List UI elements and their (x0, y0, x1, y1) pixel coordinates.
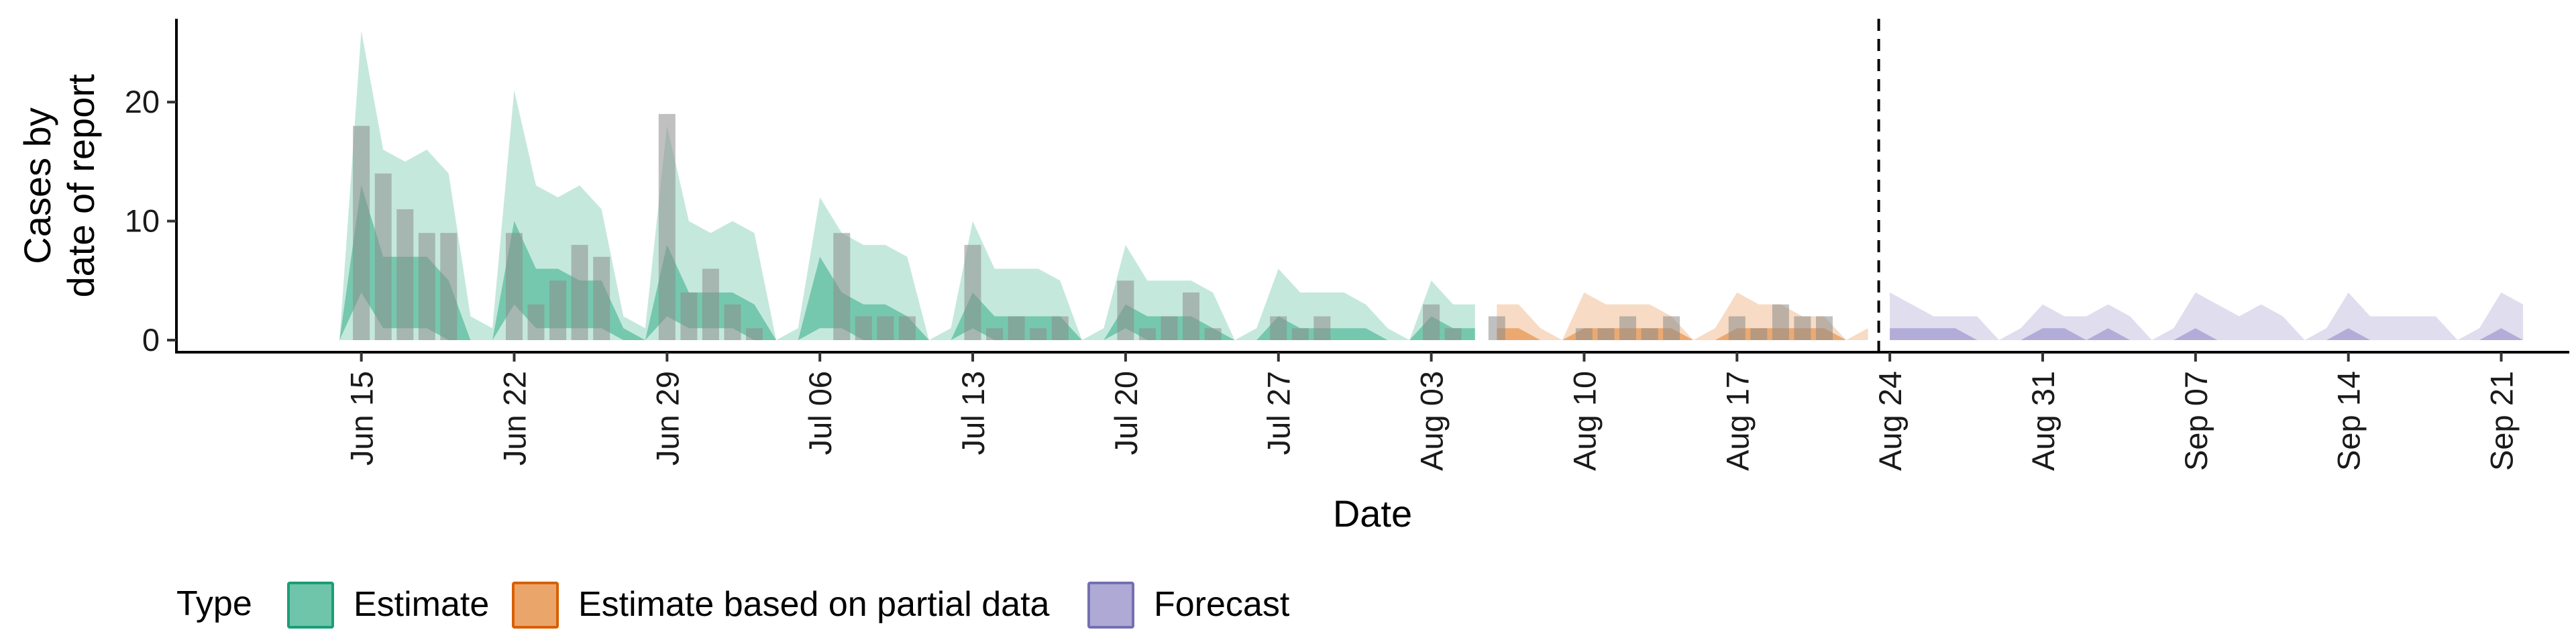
observed-case-bar (855, 316, 872, 340)
observed-case-bar (1030, 328, 1047, 340)
x-ticks: Jun 15 Jun 22 Jun 29 Jul 06 Jul 13 Jul 20 Jul … (344, 352, 2520, 471)
observed-case-bar (658, 113, 676, 340)
observed-case-bar (898, 316, 916, 340)
x-tick-label: Jul 27 (1261, 371, 1297, 455)
observed-case-bar (833, 233, 851, 340)
observed-case-bar (877, 316, 894, 340)
observed-case-bar (1750, 328, 1768, 340)
observed-case-bar (1008, 316, 1025, 340)
legend: Type Estimate Estimate based on partial d… (176, 582, 1290, 629)
observed-case-bar (680, 292, 698, 340)
observed-case-bar (1138, 328, 1156, 340)
observed-case-bar (1161, 316, 1178, 340)
y-ticks: 0 10 20 (125, 84, 176, 358)
observed-case-bar (702, 268, 719, 340)
legend-key (512, 582, 559, 629)
observed-case-bar (1444, 328, 1462, 340)
x-tick-label: Jun 29 (649, 371, 685, 466)
observed-case-bar (724, 304, 741, 340)
observed-case-bar (1575, 328, 1593, 340)
x-tick-label: Aug 03 (1414, 371, 1450, 471)
x-tick-label: Aug 31 (2025, 371, 2061, 471)
observed-case-bar (571, 245, 588, 340)
x-tick-label: Aug 17 (1719, 371, 1755, 471)
observed-case-bar (1313, 316, 1331, 340)
x-tick-label: Aug 10 (1566, 371, 1602, 471)
observed-case-bar (1794, 316, 1811, 340)
observed-case-bar (1641, 328, 1658, 340)
legend-key (1087, 582, 1134, 629)
observed-case-bar (1183, 292, 1199, 340)
observed-case-bar (1291, 328, 1309, 340)
x-tick-label: Jun 15 (344, 371, 380, 466)
legend-label: Forecast (1154, 585, 1290, 624)
x-tick-label: Jul 13 (955, 371, 991, 455)
observed-case-bar (440, 233, 458, 340)
observed-case-bar (1728, 316, 1746, 340)
observed-case-bar (986, 328, 1004, 340)
observed-case-bar (527, 304, 545, 340)
legend-label: Estimate based on partial data (578, 585, 1050, 624)
observed-case-bar (1051, 316, 1069, 340)
observed-case-bar (1816, 316, 1833, 340)
x-tick-label: Jun 22 (497, 371, 533, 466)
x-tick-label: Aug 24 (1872, 371, 1908, 471)
observed-case-bar (593, 256, 610, 340)
x-tick-label: Sep 07 (2178, 371, 2214, 471)
observed-case-bar (964, 245, 981, 340)
observed-case-bar (1772, 304, 1789, 340)
observed-case-bar (374, 173, 392, 340)
observed-case-bar (1619, 316, 1636, 340)
observed-case-bar (353, 125, 370, 340)
forecast-inner-interval (1890, 328, 2524, 340)
observed-case-bar (418, 233, 435, 340)
x-tick-label: Sep 21 (2484, 371, 2520, 471)
x-tick-label: Jul 20 (1108, 371, 1144, 455)
legend-key (287, 582, 334, 629)
observed-case-bar (1270, 316, 1287, 340)
observed-case-bar (1597, 328, 1615, 340)
x-tick-label: Sep 14 (2331, 371, 2367, 471)
x-axis-title: Date (1333, 492, 1412, 535)
observed-case-bar (549, 280, 567, 340)
y-tick-label: 10 (125, 203, 160, 239)
x-tick-label: Jul 06 (802, 371, 838, 455)
observed-case-bar (1117, 280, 1134, 340)
observed-case-bar (1663, 316, 1680, 340)
observed-case-bar (1204, 328, 1222, 340)
legend-title: Type (176, 584, 252, 623)
observed-bars (353, 113, 1833, 340)
y-tick-label: 20 (125, 84, 160, 119)
observed-case-bar (1488, 316, 1505, 340)
observed-case-bar (746, 328, 763, 340)
legend-label: Estimate (354, 585, 489, 624)
observed-case-bar (506, 233, 523, 340)
observed-case-bar (396, 209, 414, 340)
observed-case-bar (1423, 304, 1440, 340)
forecast-outer-interval (1890, 292, 2524, 340)
y-axis-title-line1: Cases by (16, 107, 58, 264)
y-tick-label: 0 (142, 322, 160, 358)
y-axis-title-line2: date of report (60, 74, 102, 298)
